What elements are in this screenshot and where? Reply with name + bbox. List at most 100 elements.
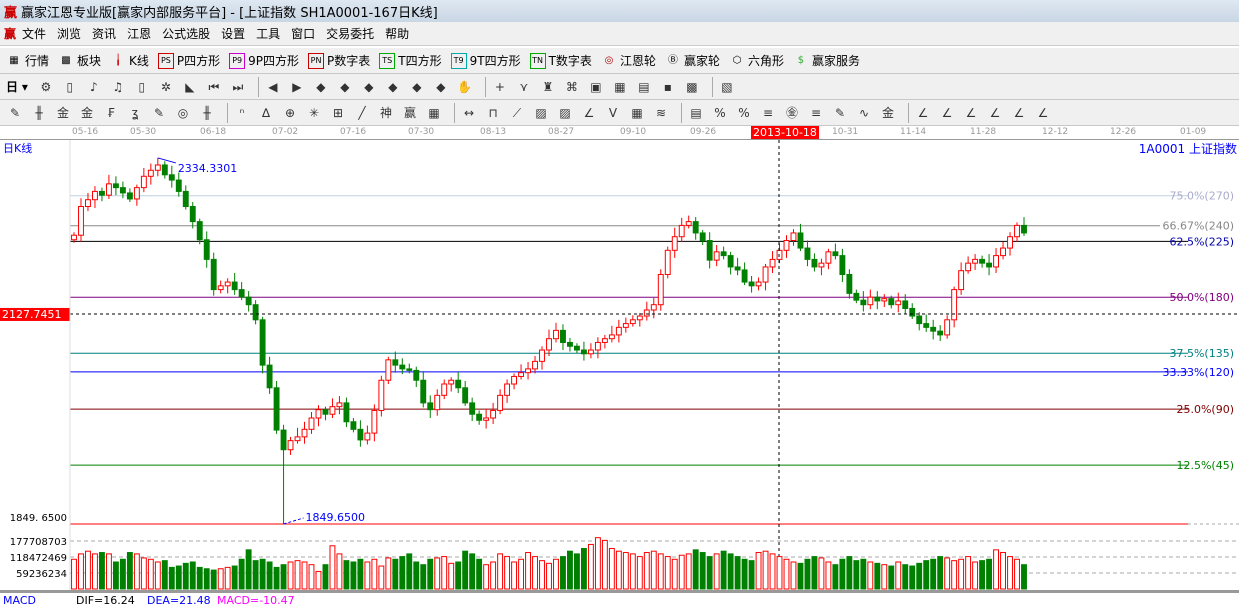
fib-icon[interactable]: ₣ [107,105,115,120]
gann-box2-icon[interactable]: ▨ [559,105,571,120]
box-icon[interactable]: ⊓ [488,105,498,120]
move-left-icon[interactable]: ◆ [316,79,326,94]
gold-lines-icon[interactable]: ≡ [810,105,822,120]
levels-icon[interactable]: ▤ [690,105,702,120]
print-icon[interactable]: ▧ [721,79,733,94]
move-up-icon[interactable]: ◆ [340,79,350,94]
save-icon[interactable]: ▪ [663,79,672,94]
toolbar-gann-wheel-button[interactable]: ◎ 江恩轮 [601,52,656,69]
menu-item-7[interactable]: 窗口 [291,27,316,41]
web-icon[interactable]: ✳ [308,105,320,120]
expand-icon[interactable]: ◆ [436,79,446,94]
toolbar-sector-button[interactable]: ▩ 板块 [58,52,101,69]
map-icon[interactable]: ⌘ [565,79,578,94]
menu-item-8[interactable]: 交易委托 [326,27,375,41]
shen-angle-icon[interactable]: ∠ [989,105,1001,120]
measure-icon[interactable]: ↔ [463,105,475,120]
expand-h-icon[interactable]: ◆ [364,79,374,94]
menu-item-0[interactable]: 文件 [22,27,47,41]
gann-box-icon[interactable]: ▨ [535,105,547,120]
ying-angle-icon[interactable]: ∠ [1013,105,1025,120]
calendar-icon[interactable]: ▣ [590,79,602,94]
last-icon[interactable]: ⏭ [232,79,244,94]
ruler-icon[interactable]: ▦ [428,105,440,120]
gold-angle-icon[interactable]: ∠ [965,105,977,120]
calculator-icon[interactable]: ▦ [614,79,626,94]
candle-body [678,224,685,238]
pct-lines-icon[interactable]: ≡ [762,105,774,120]
f-angle-icon[interactable]: ∠ [941,105,953,120]
gold-icon[interactable]: 金 [56,105,69,120]
toolbar-quote-table-button[interactable]: ▦ 行情 [6,52,49,69]
menu-item-2[interactable]: 资讯 [92,27,117,41]
zoom-icon[interactable]: ⚙ [40,79,52,94]
expand-all-icon[interactable]: ◆ [388,79,398,94]
period-select[interactable]: 日 ▾ [6,79,28,95]
square-icon[interactable]: ⊞ [332,105,344,120]
v-icon[interactable]: V [608,105,618,120]
menu-item-9[interactable]: 帮助 [385,27,410,41]
menu-item-3[interactable]: 江恩 [127,27,152,41]
menu-item-5[interactable]: 设置 [221,27,246,41]
volume-bar [699,552,706,590]
menu-item-1[interactable]: 浏览 [57,27,82,41]
kline-chart[interactable]: 日K线 1A0001 上证指数 75.0%(270) 66.67%(240) 62.5%… [0,140,1239,590]
si-angle-icon[interactable]: ∠ [1037,105,1049,120]
target-icon[interactable]: ⊕ [284,105,296,120]
shen-icon[interactable]: 神 [379,105,392,120]
percent-icon[interactable]: % [738,105,750,120]
toolbar-ts-button[interactable]: TS T四方形 [379,52,442,69]
ma9-icon[interactable]: ♫ [112,79,124,94]
candle-type-icon[interactable]: ▯ [138,79,146,94]
candle-body [993,255,1000,268]
menu-item-6[interactable]: 工具 [256,27,281,41]
fan-icon[interactable]: ⟋ [512,105,522,120]
lines-icon[interactable]: ╫ [35,105,43,120]
crosshair-icon[interactable]: + [494,79,505,94]
parallel-icon[interactable]: ≋ [655,105,667,120]
point-icon[interactable]: ⋎ [519,79,529,94]
gold-circle-icon[interactable]: ㊎ [785,105,798,120]
n2-icon[interactable]: ⁿ [239,105,245,120]
flag-icon[interactable]: ◣ [185,79,195,94]
fan-line-icon[interactable]: ╱ [358,105,366,120]
prev-icon[interactable]: ◀ [268,79,278,94]
toolbar-big-wheel-button[interactable]: Ⓑ 赢家轮 [665,52,720,69]
angle-icon[interactable]: ∠ [583,105,595,120]
pattern-icon[interactable]: ✲ [160,79,171,94]
toolbar-dollar-button[interactable]: $ 赢家服务 [793,52,860,69]
pen-icon[interactable]: ✎ [9,105,21,120]
next-icon[interactable]: ▶ [292,79,302,94]
toolbar-pn-button[interactable]: PN P数字表 [308,52,370,69]
gold2-icon[interactable]: 金 [80,105,93,120]
toolbar-kline-button[interactable]: ╽ K线 [110,52,149,69]
ying-icon[interactable]: 赢 [403,105,416,120]
j-angle-icon[interactable]: ∠ [917,105,929,120]
toolbar-t9-button[interactable]: T9 9T四方形 [450,52,521,69]
grid-icon[interactable]: ╫ [203,105,211,120]
toolbar-p9-button[interactable]: P9 9P四方形 [229,52,299,69]
network-icon[interactable]: ▩ [686,79,698,94]
macd-name[interactable]: MACD [3,594,36,607]
toolbar-hexagon-button[interactable]: ⬡ 六角形 [729,52,784,69]
gold-bar-icon[interactable]: 金 [881,105,894,120]
circle-icon[interactable]: ◎ [177,105,189,120]
pencil-icon[interactable]: ✎ [834,105,846,120]
pct-fan-icon[interactable]: % [714,105,726,120]
triangle-icon[interactable]: ∆ [261,105,271,120]
grid2-icon[interactable]: ▦ [631,105,643,120]
first-icon[interactable]: ⏮ [208,79,220,94]
toolbar-tn-button[interactable]: TN T数字表 [529,52,592,69]
wave-icon[interactable]: ∿ [858,105,870,120]
toolbar-ps-button[interactable]: PS P四方形 [157,52,220,69]
expand-v-icon[interactable]: ◆ [412,79,422,94]
spiral-icon[interactable]: ʓ [131,105,139,120]
menu-item-4[interactable]: 公式选股 [162,27,211,41]
notes-icon[interactable]: ▤ [638,79,650,94]
tool-icon[interactable]: ♜ [542,79,554,94]
indicator-bar: MACD DIF=16.24 DEA=21.48 MACD=-10.47 [0,590,1239,607]
hand-icon[interactable]: ✋ [457,79,473,94]
marker-icon[interactable]: ✎ [153,105,165,120]
clipboard-icon[interactable]: ▯ [66,79,74,94]
ma3-icon[interactable]: ♪ [90,79,98,94]
